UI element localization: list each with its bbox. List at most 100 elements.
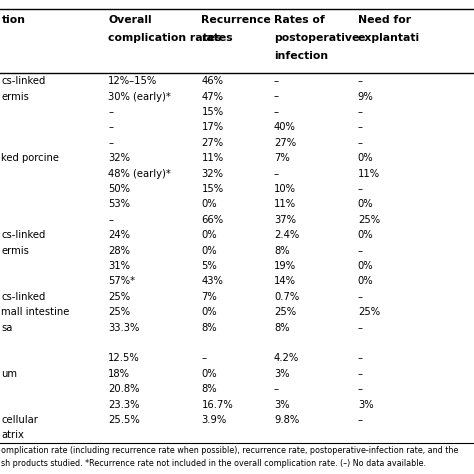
Text: 18%: 18% [108, 369, 130, 379]
Text: –: – [108, 107, 113, 117]
Text: –: – [358, 246, 363, 255]
Text: 32%: 32% [201, 169, 223, 179]
Text: 8%: 8% [201, 323, 217, 333]
Text: –: – [358, 122, 363, 132]
Text: –: – [201, 354, 207, 364]
Text: 2.4%: 2.4% [274, 230, 299, 240]
Text: –: – [358, 138, 363, 148]
Text: complication rates: complication rates [108, 33, 221, 43]
Text: 0%: 0% [201, 230, 217, 240]
Text: 0%: 0% [201, 307, 217, 317]
Text: 33.3%: 33.3% [108, 323, 139, 333]
Text: 20.8%: 20.8% [108, 384, 139, 394]
Text: –: – [108, 122, 113, 132]
Text: 46%: 46% [201, 76, 223, 86]
Text: explantati: explantati [358, 33, 420, 43]
Text: 48% (early)*: 48% (early)* [108, 169, 171, 179]
Text: infection: infection [274, 51, 328, 61]
Text: 14%: 14% [274, 276, 296, 286]
Text: 25%: 25% [274, 307, 296, 317]
Text: –: – [358, 76, 363, 86]
Text: cs-linked: cs-linked [1, 292, 46, 302]
Text: 19%: 19% [274, 261, 296, 271]
Text: 11%: 11% [274, 200, 296, 210]
Text: postoperative: postoperative [274, 33, 359, 43]
Text: 30% (early)*: 30% (early)* [108, 91, 171, 101]
Text: sh products studied. *Recurrence rate not included in the overall complication r: sh products studied. *Recurrence rate no… [1, 459, 427, 468]
Text: 0%: 0% [358, 153, 374, 163]
Text: 12.5%: 12.5% [108, 354, 140, 364]
Text: 8%: 8% [274, 246, 290, 255]
Text: 0%: 0% [201, 246, 217, 255]
Text: 25.5%: 25.5% [108, 415, 140, 425]
Text: 27%: 27% [274, 138, 296, 148]
Text: 15%: 15% [201, 107, 224, 117]
Text: 0.7%: 0.7% [274, 292, 299, 302]
Text: 4.2%: 4.2% [274, 354, 299, 364]
Text: 28%: 28% [108, 246, 130, 255]
Text: ermis: ermis [1, 246, 29, 255]
Text: atrix: atrix [1, 430, 24, 440]
Text: –: – [274, 91, 279, 101]
Text: 7%: 7% [201, 292, 217, 302]
Text: cs-linked: cs-linked [1, 76, 46, 86]
Text: 16.7%: 16.7% [201, 400, 233, 410]
Text: mall intestine: mall intestine [1, 307, 70, 317]
Text: 17%: 17% [201, 122, 224, 132]
Text: –: – [358, 415, 363, 425]
Text: –: – [358, 384, 363, 394]
Text: 25%: 25% [358, 307, 380, 317]
Text: um: um [1, 369, 18, 379]
Text: 25%: 25% [358, 215, 380, 225]
Text: –: – [358, 184, 363, 194]
Text: 0%: 0% [201, 200, 217, 210]
Text: 27%: 27% [201, 138, 224, 148]
Text: 3%: 3% [358, 400, 374, 410]
Text: –: – [358, 323, 363, 333]
Text: ermis: ermis [1, 91, 29, 101]
Text: 47%: 47% [201, 91, 223, 101]
Text: 7%: 7% [274, 153, 290, 163]
Text: 5%: 5% [201, 261, 217, 271]
Text: 9%: 9% [358, 91, 374, 101]
Text: 3.9%: 3.9% [201, 415, 227, 425]
Text: rates: rates [201, 33, 233, 43]
Text: 24%: 24% [108, 230, 130, 240]
Text: –: – [358, 292, 363, 302]
Text: 9.8%: 9.8% [274, 415, 299, 425]
Text: 11%: 11% [201, 153, 224, 163]
Text: 40%: 40% [274, 122, 296, 132]
Text: 12%–15%: 12%–15% [108, 76, 157, 86]
Text: 0%: 0% [358, 200, 374, 210]
Text: 0%: 0% [358, 276, 374, 286]
Text: –: – [274, 169, 279, 179]
Text: sa: sa [1, 323, 13, 333]
Text: 37%: 37% [274, 215, 296, 225]
Text: 3%: 3% [274, 400, 290, 410]
Text: –: – [274, 107, 279, 117]
Text: 3%: 3% [274, 369, 290, 379]
Text: –: – [358, 107, 363, 117]
Text: tion: tion [1, 15, 26, 25]
Text: 32%: 32% [108, 153, 130, 163]
Text: ked porcine: ked porcine [1, 153, 59, 163]
Text: –: – [274, 384, 279, 394]
Text: 11%: 11% [358, 169, 380, 179]
Text: Overall: Overall [108, 15, 152, 25]
Text: –: – [274, 76, 279, 86]
Text: 53%: 53% [108, 200, 130, 210]
Text: cellular: cellular [1, 415, 38, 425]
Text: –: – [108, 215, 113, 225]
Text: 8%: 8% [201, 384, 217, 394]
Text: Need for: Need for [358, 15, 411, 25]
Text: –: – [358, 369, 363, 379]
Text: –: – [108, 138, 113, 148]
Text: omplication rate (including recurrence rate when possible), recurrence rate, pos: omplication rate (including recurrence r… [1, 446, 459, 455]
Text: 0%: 0% [358, 230, 374, 240]
Text: 23.3%: 23.3% [108, 400, 139, 410]
Text: 25%: 25% [108, 292, 130, 302]
Text: 66%: 66% [201, 215, 224, 225]
Text: 10%: 10% [274, 184, 296, 194]
Text: 0%: 0% [358, 261, 374, 271]
Text: cs-linked: cs-linked [1, 230, 46, 240]
